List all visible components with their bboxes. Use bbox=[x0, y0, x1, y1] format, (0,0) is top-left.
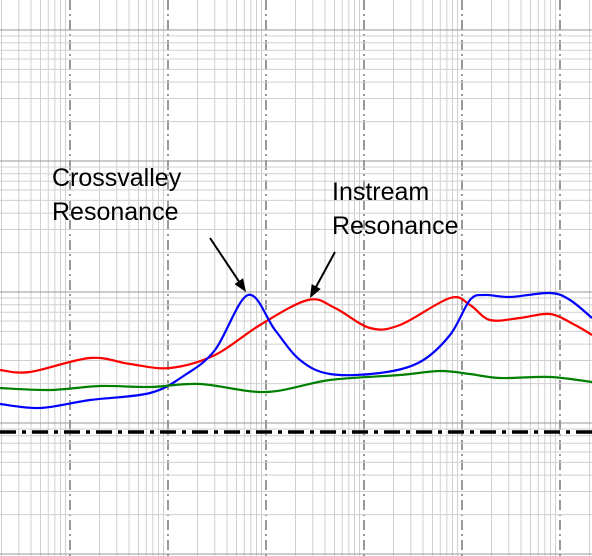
arrow-shaft bbox=[209, 237, 242, 285]
plot-area: Crossvalley Resonance Instream Resonance bbox=[0, 164, 592, 434]
annotation-text: Crossvalley bbox=[52, 164, 182, 192]
series-line bbox=[0, 369, 592, 394]
annotation-text: Resonance bbox=[332, 212, 458, 240]
annotation-arrow bbox=[209, 237, 246, 292]
annotation-arrow bbox=[310, 251, 336, 298]
arrow-head bbox=[310, 284, 321, 298]
annotation-text: Resonance bbox=[52, 198, 178, 226]
series-line bbox=[0, 291, 592, 410]
annotation-text: Instream bbox=[332, 178, 429, 206]
arrow-head bbox=[234, 278, 246, 292]
series-line bbox=[0, 296, 592, 374]
arrow-shaft bbox=[313, 251, 336, 290]
